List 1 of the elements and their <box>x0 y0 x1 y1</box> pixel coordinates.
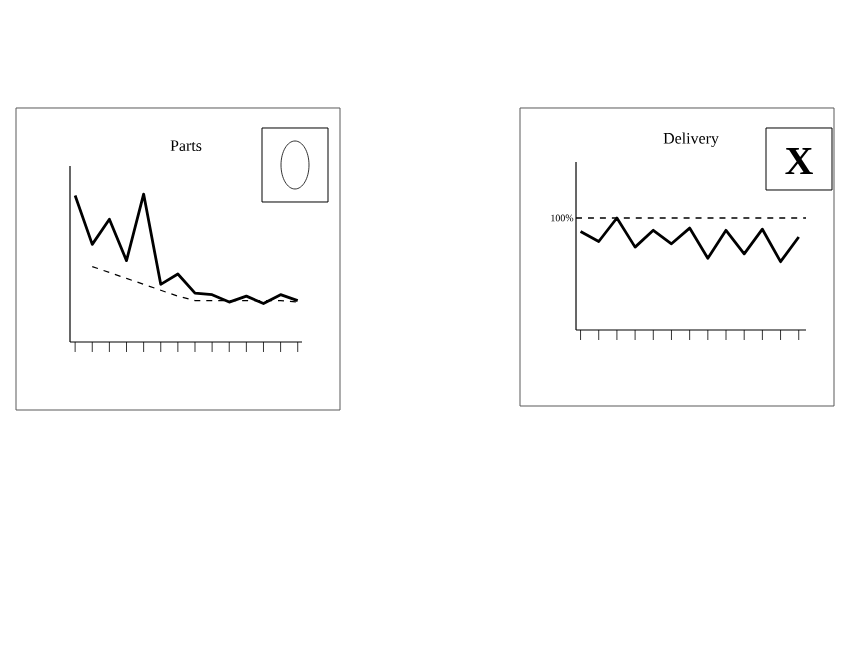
text: X <box>785 147 813 175</box>
